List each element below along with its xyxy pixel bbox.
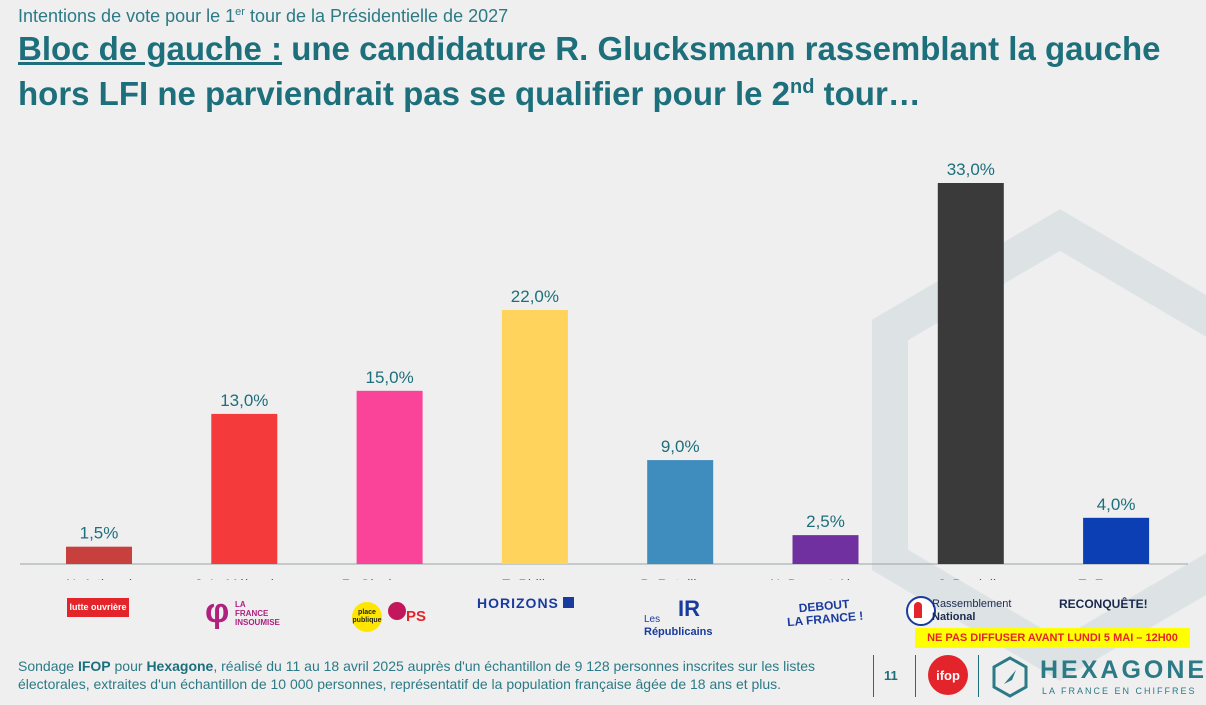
reconquete-logo: RECONQUÊTE! bbox=[1059, 597, 1148, 611]
les-republicains-logo: IR Les Républicains bbox=[644, 596, 713, 638]
embargo-notice: NE PAS DIFFUSER AVANT LUNDI 5 MAI – 12H0… bbox=[915, 628, 1190, 648]
category-label-1: J.-L. Mélenchon bbox=[194, 576, 294, 580]
hexagone-brand-tagline: LA FRANCE EN CHIFFRES bbox=[1042, 686, 1197, 696]
value-label-5: 2,5% bbox=[806, 512, 845, 531]
bar-5 bbox=[792, 535, 859, 564]
bar-chart: 1,5% N. Arthaud 13,0% J.-L. Mélenchon 15,0% R… bbox=[20, 160, 1188, 580]
page-number: 11 bbox=[884, 668, 898, 683]
bar-3 bbox=[501, 310, 568, 564]
bar-4 bbox=[647, 460, 714, 564]
hexagone-brand-icon bbox=[992, 656, 1028, 698]
category-label-7: E. Zemmour bbox=[1078, 576, 1155, 580]
bar-0 bbox=[66, 546, 132, 564]
value-label-3: 22,0% bbox=[511, 287, 559, 306]
france-insoumise-logo: φ LA FRANCE INSOUMISE bbox=[205, 592, 280, 630]
value-label-6: 33,0% bbox=[947, 160, 995, 179]
hexagone-brand-name: HEXAGONE bbox=[1040, 656, 1206, 684]
methodology-note: Sondage IFOP pour Hexagone, réalisé du 1… bbox=[18, 658, 816, 692]
chart-supertitle: Intentions de vote pour le 1er tour de l… bbox=[18, 6, 509, 26]
value-label-4: 9,0% bbox=[661, 437, 700, 456]
bar-6 bbox=[937, 183, 1004, 564]
rassemblement-national-logo: Rassemblement National bbox=[906, 594, 1036, 630]
category-label-5: N. Dupont-Aignan bbox=[770, 576, 881, 580]
category-label-2: R. Glucksmann bbox=[342, 576, 438, 580]
value-label-2: 15,0% bbox=[365, 368, 413, 387]
bar-2 bbox=[356, 390, 423, 564]
category-label-0: N. Arthaud bbox=[66, 576, 132, 580]
footer-divider bbox=[978, 655, 979, 697]
bar-7 bbox=[1083, 517, 1150, 564]
bar-1 bbox=[211, 413, 278, 564]
footer-divider bbox=[915, 655, 916, 697]
value-label-1: 13,0% bbox=[220, 391, 268, 410]
category-label-3: E. Philippe bbox=[501, 576, 568, 580]
value-label-0: 1,5% bbox=[80, 524, 119, 543]
place-publique-ps-logo: place publique PS bbox=[352, 600, 432, 636]
horizons-logo: HORIZONS bbox=[477, 595, 574, 611]
lutte-ouvriere-logo: lutte ouvrière bbox=[67, 598, 129, 617]
chart-title: Bloc de gauche : une candidature R. Gluc… bbox=[18, 30, 1161, 112]
category-label-4: B. Retailleau bbox=[641, 576, 720, 580]
ifop-logo: ifop bbox=[928, 655, 968, 695]
footer-divider bbox=[873, 655, 874, 697]
value-label-7: 4,0% bbox=[1097, 495, 1136, 514]
debout-la-france-logo: DEBOUT LA FRANCE ! bbox=[786, 596, 864, 630]
category-label-6: J. Bardella bbox=[938, 576, 1004, 580]
